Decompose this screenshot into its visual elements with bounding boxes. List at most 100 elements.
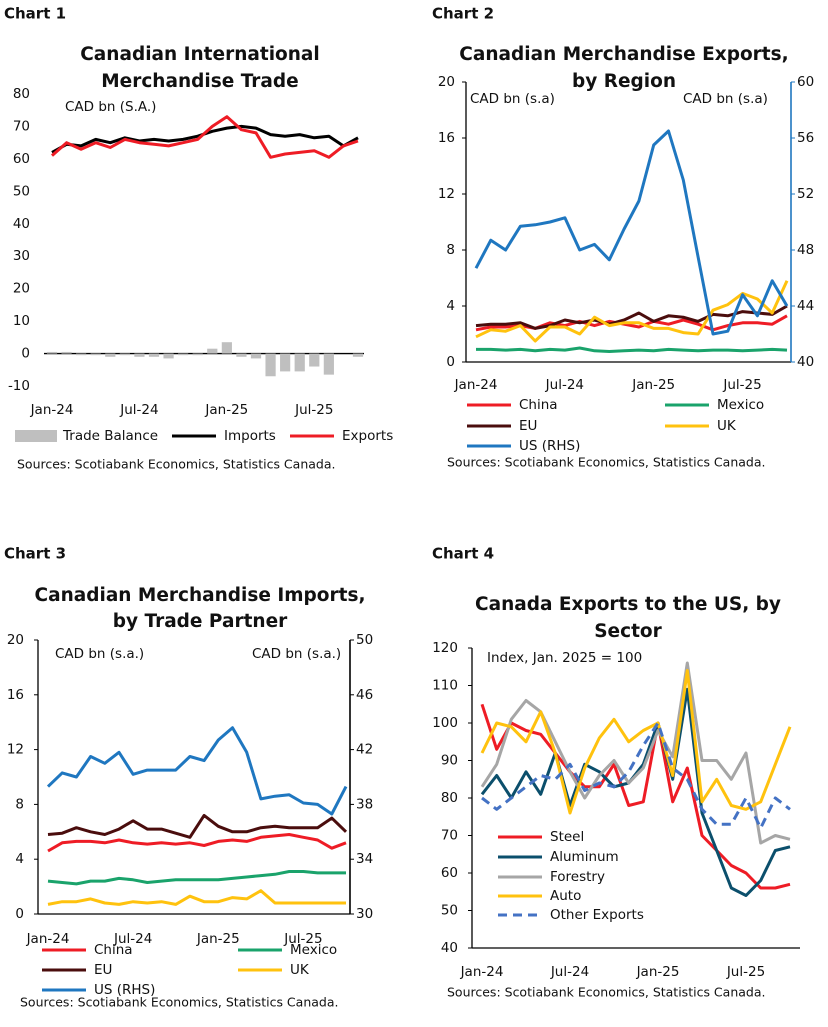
legend-swatch	[15, 430, 57, 442]
y-tick-label: 70	[441, 828, 458, 844]
source-note: Sources: Scotiabank Economics, Statistic…	[447, 985, 765, 1000]
series-line	[480, 661, 791, 845]
legend-label: Exports	[342, 428, 393, 444]
y-tick-label: 0	[21, 346, 30, 362]
x-tick-label: Jul-25	[726, 964, 765, 980]
series-line	[480, 687, 791, 897]
legend-label: Imports	[224, 428, 276, 444]
chart-label: Chart 4	[432, 545, 494, 563]
legend-label: Steel	[550, 829, 584, 845]
y-tick-label: 100	[432, 715, 458, 731]
series-line	[475, 280, 789, 343]
series-line	[47, 833, 347, 853]
series-line	[47, 889, 346, 906]
y-tick-label: 4	[15, 851, 24, 867]
bar	[221, 342, 232, 354]
series-line	[46, 726, 348, 816]
series-line	[480, 703, 791, 890]
legend-label: China	[94, 942, 133, 958]
bar	[280, 353, 291, 372]
legend-label: EU	[519, 418, 537, 434]
x-tick-label: Jan-25	[196, 931, 240, 947]
y2-tick-label: 52	[797, 186, 814, 202]
x-tick-label: Jan-24	[26, 931, 70, 947]
series-line	[47, 813, 348, 839]
x-tick-label: Jul-24	[545, 377, 584, 393]
y-tick-label: 60	[13, 151, 30, 167]
x-tick-label: Jan-25	[204, 402, 248, 418]
axis-label: CAD bn (s.a.)	[55, 646, 144, 662]
x-tick-label: Jan-24	[460, 964, 504, 980]
y2-tick-label: 44	[797, 298, 814, 314]
axis2-label: CAD bn (s.a.)	[252, 646, 341, 662]
x-tick-label: Jan-24	[30, 402, 74, 418]
y2-tick-label: 30	[356, 906, 373, 922]
y-tick-label: 12	[7, 742, 24, 758]
x-tick-label: Jan-25	[631, 377, 675, 393]
source-note: Sources: Scotiabank Economics, Statistic…	[17, 457, 335, 472]
series-line	[481, 721, 791, 830]
y2-tick-label: 38	[356, 796, 373, 812]
series-line	[51, 124, 359, 154]
y2-tick-label: 60	[797, 74, 814, 90]
series-line	[51, 115, 359, 159]
y2-tick-label: 46	[356, 687, 373, 703]
axis-label: CAD bn (s.a)	[470, 91, 555, 107]
legend-label: Forestry	[550, 869, 605, 885]
y-tick-label: 16	[438, 130, 455, 146]
legend-label: Other Exports	[550, 907, 644, 923]
axis2-label: CAD bn (s.a)	[683, 91, 768, 107]
x-tick-label: Jul-24	[119, 402, 158, 418]
y2-tick-label: 42	[356, 742, 373, 758]
bar	[236, 353, 247, 357]
bar	[148, 353, 160, 357]
y-tick-label: 8	[446, 242, 455, 258]
legend-label: UK	[290, 962, 310, 978]
bar	[134, 353, 145, 357]
series-line	[47, 870, 346, 886]
y-tick-label: 50	[13, 183, 30, 199]
source-note: Sources: Scotiabank Economics, Statistic…	[20, 995, 338, 1010]
bar	[61, 351, 72, 354]
bar	[105, 353, 116, 357]
axis-label: Index, Jan. 2025 = 100	[487, 650, 642, 666]
chart-title: Merchandise Trade	[101, 71, 298, 92]
legend-label: US (RHS)	[519, 438, 580, 454]
y-tick-label: 60	[441, 865, 458, 881]
y-tick-label: -10	[8, 378, 30, 394]
bar	[178, 353, 189, 356]
chart-label: Chart 2	[432, 5, 494, 23]
y-tick-label: 10	[13, 313, 30, 329]
y-tick-label: 30	[13, 248, 30, 264]
bar	[294, 353, 305, 372]
y-tick-label: 0	[446, 354, 455, 370]
y-tick-label: 16	[7, 687, 24, 703]
legend-label: Mexico	[290, 942, 337, 958]
axis-label: CAD bn (S.A.)	[65, 99, 156, 115]
y2-tick-label: 48	[797, 242, 814, 258]
bar	[265, 353, 276, 377]
bar	[352, 353, 364, 357]
legend-label: US (RHS)	[94, 982, 155, 998]
y-tick-label: 12	[438, 186, 455, 202]
legend-label: China	[519, 397, 558, 413]
series-line	[476, 346, 788, 353]
bar	[250, 353, 262, 359]
x-tick-label: Jul-25	[722, 377, 761, 393]
bar	[76, 353, 87, 356]
bar	[46, 351, 58, 354]
bar	[90, 353, 101, 356]
y-tick-label: 20	[438, 74, 455, 90]
series-line	[480, 669, 792, 815]
chart-label: Chart 3	[4, 545, 66, 563]
legend-label: Mexico	[717, 397, 764, 413]
legend-label: EU	[94, 962, 112, 978]
y-tick-label: 40	[441, 940, 458, 956]
series-line	[474, 129, 789, 336]
x-tick-label: Jan-24	[454, 377, 498, 393]
y-tick-label: 0	[15, 906, 24, 922]
y-tick-label: 80	[441, 790, 458, 806]
x-tick-label: Jul-25	[283, 931, 322, 947]
y-tick-label: 8	[15, 796, 24, 812]
